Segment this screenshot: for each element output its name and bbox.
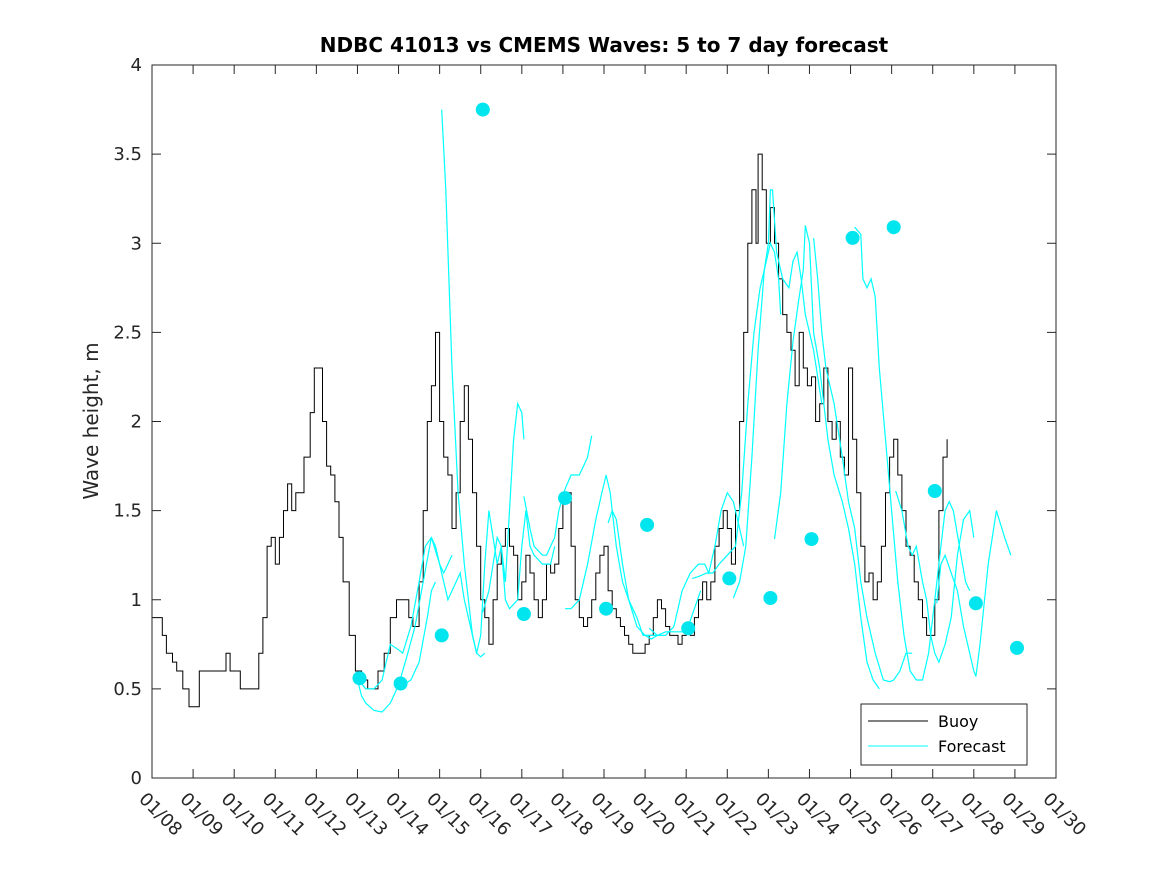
- legend-label-forecast: Forecast: [938, 737, 1006, 756]
- y-tick-label-2: 1: [131, 590, 142, 611]
- plot-background: [152, 65, 1056, 778]
- forecast-start-marker-12: [845, 230, 860, 245]
- forecast-series-line-3: [441, 109, 525, 654]
- y-tick-label-7: 3.5: [113, 144, 142, 165]
- forecast-start-marker-8: [681, 621, 696, 636]
- y-tick-label-0: 0: [131, 768, 142, 789]
- y-axis-label: Wave height, m: [79, 342, 103, 499]
- forecast-start-marker-3: [475, 102, 490, 117]
- forecast-series-line-11: [773, 225, 880, 690]
- legend: Buoy Forecast: [860, 703, 1028, 766]
- forecast-series-line-15: [936, 510, 1012, 677]
- forecast-series-line-5: [523, 435, 593, 556]
- forecast-series-line-0: [357, 536, 453, 690]
- forecast-start-marker-15: [968, 596, 983, 611]
- y-tick-label-3: 1.5: [113, 501, 142, 522]
- forecast-start-marker-11: [804, 532, 819, 547]
- forecast-start-marker-7: [640, 517, 655, 532]
- forecast-start-marker-10: [763, 591, 778, 605]
- plot-area: [152, 65, 1056, 778]
- forecast-series-line-4: [482, 510, 556, 613]
- forecast-start-marker-13: [886, 220, 901, 235]
- y-tick-label-6: 3: [131, 233, 142, 254]
- forecast-series-line-2: [402, 581, 437, 686]
- forecast-series-line-8: [648, 491, 745, 636]
- series-layer: [152, 102, 1024, 713]
- forecast-series-line-14: [895, 490, 975, 664]
- forecast-start-marker-14: [927, 484, 942, 498]
- forecast-start-marker-4: [516, 607, 531, 621]
- chart-title: NDBC 41013 vs CMEMS Waves: 5 to 7 day fo…: [320, 33, 889, 57]
- forecast-start-marker-2: [434, 628, 449, 643]
- forecast-start-marker-16: [1010, 640, 1024, 655]
- legend-box: [860, 703, 1028, 766]
- forecast-start-marker-6: [599, 601, 614, 616]
- forecast-series-line-10: [732, 189, 823, 599]
- forecast-series-line-13: [854, 226, 971, 681]
- y-tick-label-4: 2: [131, 412, 142, 433]
- forecast-series-line-9: [692, 241, 782, 579]
- y-tick-label-5: 2.5: [113, 322, 142, 343]
- forecast-series-line-12: [813, 237, 913, 683]
- y-tick-label-8: 4: [131, 55, 142, 76]
- forecast-start-marker-0: [352, 671, 367, 686]
- forecast-start-marker-9: [722, 571, 737, 586]
- y-tick-label-1: 0.5: [113, 679, 142, 700]
- forecast-start-marker-1: [393, 676, 408, 691]
- forecast-start-marker-5: [558, 491, 572, 506]
- forecast-series-line-1: [356, 537, 486, 713]
- legend-label-buoy: Buoy: [938, 712, 978, 731]
- buoy-series-line: [152, 153, 948, 708]
